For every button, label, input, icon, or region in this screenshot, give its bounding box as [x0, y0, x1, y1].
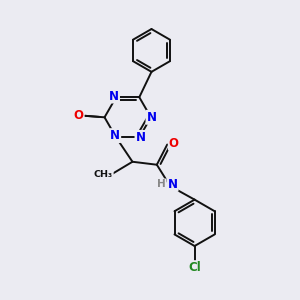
Text: N: N: [168, 178, 178, 191]
Text: O: O: [74, 109, 84, 122]
Text: Cl: Cl: [188, 261, 201, 274]
Text: N: N: [146, 111, 157, 124]
Text: CH₃: CH₃: [94, 170, 113, 179]
Text: H: H: [157, 179, 166, 189]
Text: N: N: [136, 131, 146, 144]
Text: O: O: [169, 136, 179, 149]
Text: N: N: [109, 89, 119, 103]
Text: N: N: [110, 129, 120, 142]
